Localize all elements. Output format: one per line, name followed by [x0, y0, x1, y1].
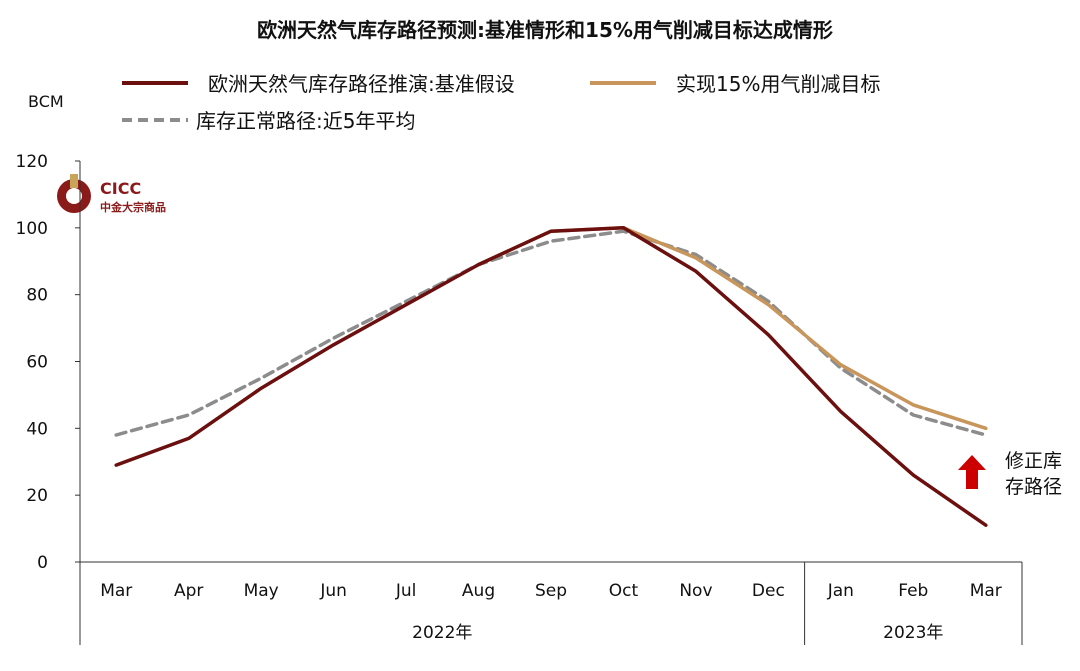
x-tick-label: Aug: [462, 581, 495, 601]
y-tick-label: 100: [16, 219, 48, 239]
series-line-1: [476, 226, 988, 431]
annotation-line-1: 修正库: [1005, 450, 1062, 472]
y-tick-label: 20: [26, 486, 48, 506]
x-tick-label: Apr: [174, 581, 203, 601]
x-group-label: 2023年: [883, 623, 943, 643]
legend-label-reduction: 实现15%用气削减目标: [676, 72, 880, 96]
logo-mark-inner: [66, 188, 82, 204]
y-tick-label: 60: [26, 353, 48, 373]
y-tick-label: 40: [26, 419, 48, 439]
x-tick-label: Mar: [970, 581, 1002, 601]
logo-name: CICC: [100, 179, 141, 198]
cicc-logo: CICC 中金大宗商品: [57, 174, 166, 214]
up-arrow-icon: [958, 455, 986, 489]
x-tick-label: Jul: [395, 581, 417, 601]
logo-subtitle: 中金大宗商品: [100, 200, 166, 214]
x-tick-label: Jun: [319, 581, 347, 601]
axes: 0 20 40 60 80 100 120 Mar Apr May Jun Jul Aug Sep Oct N…: [16, 152, 1023, 645]
correction-annotation: 修正库 存路径: [958, 450, 1062, 498]
y-tick-label: 120: [16, 152, 48, 172]
series-line-2: [114, 229, 988, 437]
chart-title: 欧洲天然气库存路径预测:基准情形和15%用气削减目标达成情形: [257, 18, 833, 42]
legend-label-baseline: 欧洲天然气库存路径推演:基准假设: [208, 72, 515, 96]
x-tick-label: Oct: [609, 581, 639, 601]
y-tick-label: 0: [37, 553, 48, 573]
x-tick-label: Feb: [898, 581, 928, 601]
legend: 欧洲天然气库存路径推演:基准假设 实现15%用气削减目标 库存正常路径:近5年平…: [122, 72, 880, 133]
x-tick-label: Nov: [679, 581, 712, 601]
x-tick-label: Sep: [535, 581, 567, 601]
series-layer: [114, 226, 988, 527]
x-tick-label: May: [244, 581, 279, 601]
y-tick-label: 80: [26, 286, 48, 306]
annotation-line-2: 存路径: [1005, 476, 1062, 498]
x-tick-label: Mar: [100, 581, 132, 601]
y-axis-unit-label: BCM: [28, 92, 64, 111]
series-line-0: [114, 226, 988, 527]
x-group-label: 2022年: [412, 623, 472, 643]
x-tick-label: Dec: [752, 581, 785, 601]
logo-mark-accent: [70, 174, 78, 188]
x-tick-label: Jan: [827, 581, 854, 601]
legend-label-normal: 库存正常路径:近5年平均: [196, 109, 415, 133]
